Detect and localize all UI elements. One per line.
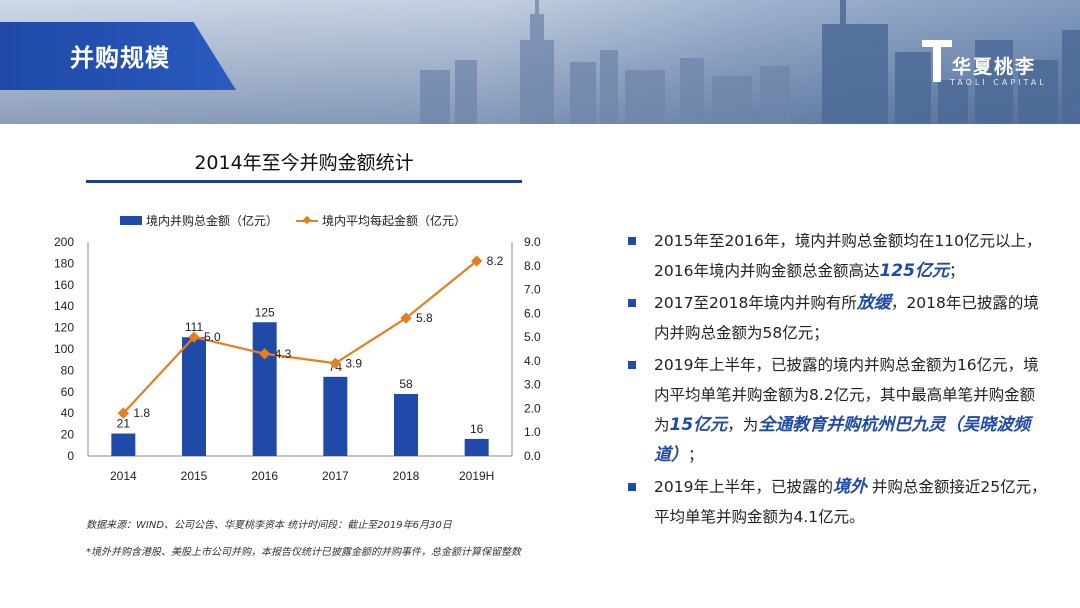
bullet-emphasis: 放缓 <box>856 293 891 313</box>
legend-line-label: 境内平均每起金额（亿元） <box>322 214 467 228</box>
bullet-text: 2019年上半年，已披露的 <box>654 478 833 496</box>
bar-data-label: 21 <box>117 417 131 431</box>
bullet-square-icon <box>628 299 636 307</box>
bar-data-label: 125 <box>255 305 275 319</box>
legend-item-bar: 境内并购总金额（亿元） <box>120 212 278 229</box>
bullet-list: 2015年至2016年，境内并购总金额均在110亿元以上，2016年境内并购金额… <box>628 226 1048 534</box>
y-right-tick-label: 5.0 <box>524 330 541 344</box>
x-tick-label: 2014 <box>110 469 137 483</box>
legend-line-swatch <box>296 219 319 222</box>
x-tick-label: 2019H <box>459 469 494 483</box>
y-left-tick-label: 200 <box>54 235 74 249</box>
bullet-square-icon <box>628 237 636 245</box>
legend-item-line: 境内平均每起金额（亿元） <box>296 212 466 229</box>
bullet-text: 2017至2018年境内并购有所 <box>654 294 857 312</box>
chart-legend: 境内并购总金额（亿元） 境内平均每起金额（亿元） <box>120 212 466 229</box>
line-data-label: 1.8 <box>133 406 150 420</box>
y-left-tick-label: 40 <box>61 406 75 420</box>
y-right-tick-label: 2.0 <box>524 401 541 415</box>
line-data-label: 3.9 <box>345 356 362 370</box>
y-right-tick-label: 9.0 <box>524 235 541 249</box>
bullet-text: 并购总金额接近25亿元，平均单笔并购金额为4.1亿元。 <box>654 478 1047 526</box>
bullet-item: 2019年上半年，已披露的境内并购总金额为16亿元，境内平均单笔并购金额为8.2… <box>628 350 1048 470</box>
y-left-tick-label: 120 <box>54 321 74 335</box>
line-point <box>329 357 341 369</box>
logo-t-icon <box>922 40 952 82</box>
legend-bar-swatch <box>120 216 142 225</box>
header-banner <box>0 0 1080 124</box>
bullet-item: 2017至2018年境内并购有所放缓，2018年已披露的境内并购总金额为58亿元… <box>628 288 1048 348</box>
y-right-tick-label: 0.0 <box>524 449 541 463</box>
y-right-tick-label: 4.0 <box>524 354 541 368</box>
bar-data-label: 58 <box>399 377 413 391</box>
combo-chart: 0 20 40 60 80 100 120 140 160 180 200 0.0 1.0 2.0 3.0 4… <box>54 235 541 483</box>
bar-data-label: 111 <box>185 320 204 334</box>
y-left-tick-label: 0 <box>67 449 74 463</box>
bar <box>394 393 418 456</box>
bullet-text: ，2018年已披露的境内并购总金额为58亿元； <box>654 294 1039 342</box>
bullet-square-icon <box>628 483 636 491</box>
city-skyline-image <box>420 0 1080 124</box>
y-left-tick-label: 60 <box>61 385 75 399</box>
line-point <box>259 348 271 360</box>
y-left-tick-label: 80 <box>61 363 75 377</box>
y-left-tick-label: 140 <box>54 299 74 313</box>
line-data-label: 8.2 <box>487 254 504 268</box>
y-left-tick-label: 100 <box>54 342 74 356</box>
data-source: 数据来源：WIND、公司公告、华夏桃李资本 统计时间段：截止至2019年6月30… <box>86 520 452 531</box>
bullet-item: 2015年至2016年，境内并购总金额均在110亿元以上，2016年境内并购金额… <box>628 226 1048 286</box>
y-left-tick-label: 160 <box>54 278 74 292</box>
y-right-tick-label: 3.0 <box>524 378 541 392</box>
line-data-label: 5.8 <box>416 311 433 325</box>
logo-sub-text: TAOLI CAPITAL <box>950 78 1047 87</box>
title-banner <box>0 22 236 90</box>
line-point <box>117 407 129 419</box>
bar-data-label: 16 <box>470 422 484 436</box>
y-left-tick-label: 180 <box>54 256 74 270</box>
bar <box>464 438 489 456</box>
legend-bar-label: 境内并购总金额（亿元） <box>146 214 279 228</box>
y-right-tick-label: 1.0 <box>524 425 541 439</box>
bullet-text: ，为 <box>727 416 759 434</box>
x-tick-label: 2016 <box>251 469 278 483</box>
bullet-emphasis: 全通教育并购杭州巴九灵（吴晓波频道） <box>654 415 1031 465</box>
chart-title-rule <box>86 180 522 183</box>
x-tick-label: 2015 <box>181 469 208 483</box>
bar <box>182 337 206 456</box>
x-tick-label: 2017 <box>322 469 349 483</box>
company-logo: 华夏桃李 TAOLI CAPITAL <box>920 38 1060 94</box>
bullet-text: ； <box>948 262 965 280</box>
bar <box>323 376 348 456</box>
bar <box>111 433 136 456</box>
line-series <box>122 260 478 414</box>
y-right-tick-label: 6.0 <box>524 306 541 320</box>
page-title: 并购规模 <box>70 44 170 72</box>
line-data-label: 5.0 <box>204 330 221 344</box>
bullet-text: 2015年至2016年，境内并购总金额均在110亿元以上，2016年境内并购金额… <box>654 232 1042 280</box>
x-tick-label: 2018 <box>393 469 420 483</box>
y-right-tick-label: 7.0 <box>524 283 541 297</box>
bullet-emphasis: 境外 <box>832 477 867 497</box>
y-left-tick-label: 20 <box>61 428 75 442</box>
bullet-item: 2019年上半年，已披露的境外 并购总金额接近25亿元，平均单笔并购金额为4.1… <box>628 472 1048 532</box>
bullet-text: 2019年上半年，已披露的境内并购总金额为16亿元，境内平均单笔并购金额为8.2… <box>654 356 1039 434</box>
bullet-square-icon <box>628 361 636 369</box>
y-right-tick-label: 8.0 <box>524 259 541 273</box>
bar <box>252 322 277 456</box>
footnote: *境外并购含港股、美股上市公司并购，本报告仅统计已披露金额的并购事件，总金额计算… <box>86 547 521 558</box>
chart-title: 2014年至今并购金额统计 <box>194 152 414 174</box>
bullet-text: ； <box>688 446 704 464</box>
bullet-emphasis: 125亿元 <box>879 261 949 281</box>
bullet-emphasis: 15亿元 <box>669 415 728 435</box>
line-data-label: 4.3 <box>275 347 292 361</box>
logo-brand-text: 华夏桃李 <box>952 56 1037 78</box>
